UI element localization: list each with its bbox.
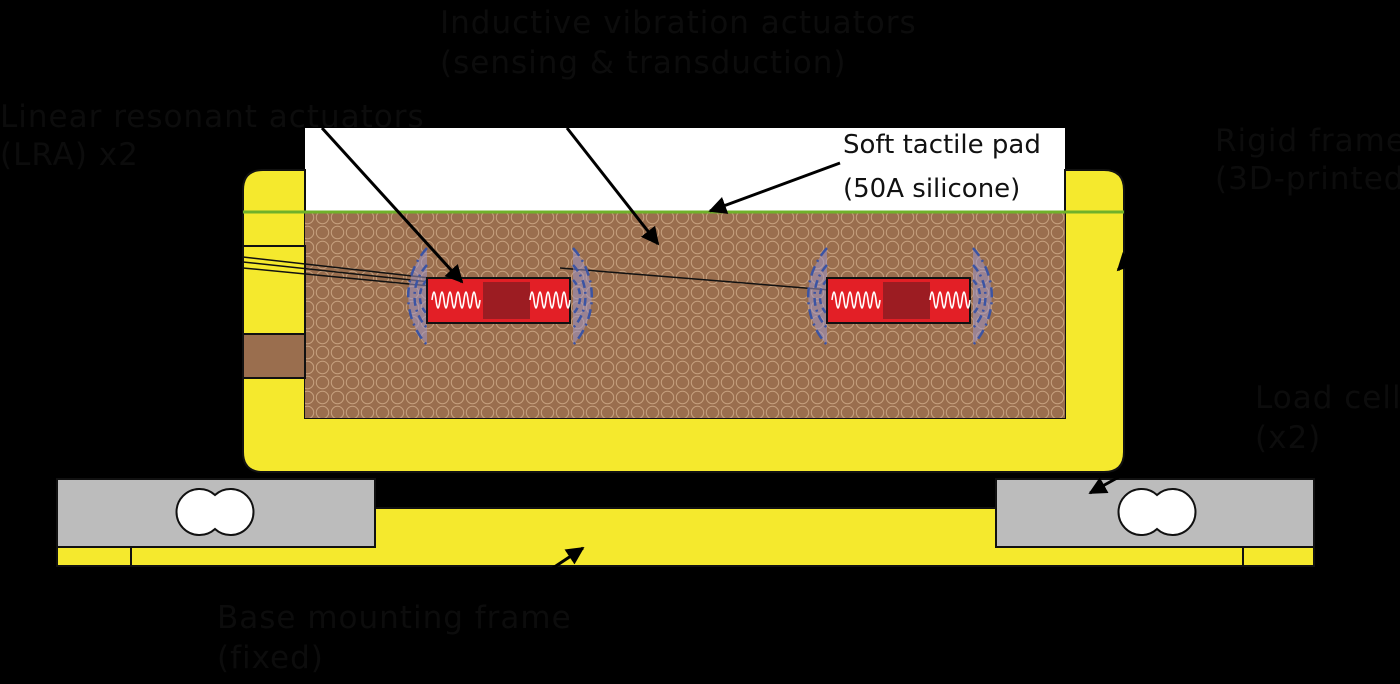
rigid-frame-label-line1: Rigid frame [1215, 123, 1400, 159]
pad-top-clearance [305, 128, 1065, 214]
actuator-coil-icon [929, 291, 971, 309]
actuator-wires [242, 256, 831, 291]
arrow-icon [320, 126, 1201, 605]
cable-channel-upper [242, 245, 306, 335]
rigid-frame [242, 169, 1125, 473]
actuator-coil-icon [431, 291, 481, 309]
vibration-wave-icon [406, 247, 428, 346]
base-mounting-frame [56, 507, 1315, 567]
vibration-wave-icon [972, 247, 994, 346]
actuator-label-line2: (sensing & transduction) [440, 45, 847, 81]
actuator-coil-icon [529, 291, 571, 309]
load-cell-label-line1: Load cell [1255, 380, 1400, 416]
actuator-coil-icon [831, 291, 881, 309]
actuator-left [426, 277, 571, 324]
soft-pad-label-line2: (50A silicone) [843, 174, 1021, 204]
soft-tactile-pad-label: Soft tactile pad (50A silicone) [843, 123, 1041, 211]
load-cell-label-line2: (x2) [1255, 420, 1322, 456]
vibration-wave-icon [572, 247, 594, 346]
rigid-frame-label-line2: (3D-printed) [1215, 161, 1400, 197]
base-frame-label-line2: (fixed) [217, 640, 324, 676]
vibration-wave-icon [806, 247, 828, 346]
lra-label-line1: Linear resonant actuators [0, 99, 425, 135]
load-cell-hole-icon [175, 488, 255, 536]
load-cell-right [995, 478, 1315, 548]
soft-pad-label-line1: Soft tactile pad [843, 130, 1041, 160]
load-cell-left [56, 478, 376, 548]
base-frame-label-line1: Base mounting frame [217, 600, 572, 636]
actuator-label-line1: Inductive vibration actuators [440, 5, 917, 41]
load-cell-hole-icon [1117, 488, 1197, 536]
actuator-right [826, 277, 971, 324]
lra-label-line2: (LRA) x2 [0, 137, 139, 173]
cable-channel [242, 333, 306, 379]
